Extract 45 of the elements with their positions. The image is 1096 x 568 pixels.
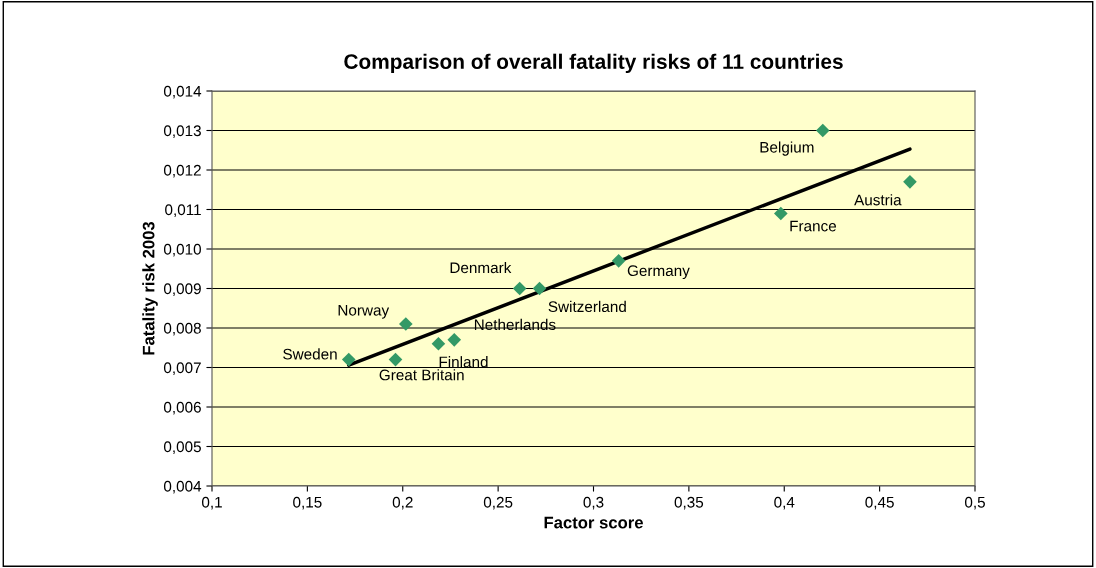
annotation: Austria bbox=[854, 194, 902, 206]
annotation: Denmark bbox=[450, 261, 512, 274]
point bbox=[388, 352, 403, 367]
y-tick-label: 0,011 bbox=[165, 204, 201, 217]
annotation: Netherlands bbox=[474, 318, 556, 331]
x-tick-label: 0,35 bbox=[674, 496, 704, 510]
y-tick-label: 0,009 bbox=[163, 283, 201, 296]
x-tick-label: 0,1 bbox=[201, 496, 222, 510]
point bbox=[341, 352, 356, 367]
point bbox=[774, 206, 788, 221]
x-tick-label: 0,45 bbox=[865, 496, 894, 510]
point bbox=[447, 333, 462, 347]
x-tick-label: 0,25 bbox=[483, 496, 513, 510]
point bbox=[431, 337, 446, 351]
y-tick-label: 0,008 bbox=[163, 322, 201, 336]
annotation: France bbox=[790, 220, 837, 232]
annotation: Great Britain bbox=[379, 369, 464, 381]
annotation: Switzerland bbox=[548, 300, 626, 313]
annotation: Norway bbox=[338, 304, 390, 319]
point bbox=[532, 281, 547, 296]
y-axis-title: Fatality risk 2003 bbox=[142, 221, 158, 355]
y-tick-label: 0,004 bbox=[163, 480, 202, 494]
y-tick-label: 0,012 bbox=[163, 164, 201, 178]
x-tick-label: 0,15 bbox=[293, 496, 322, 510]
y-tick-label: 0,013 bbox=[163, 125, 201, 138]
point bbox=[512, 281, 527, 296]
point bbox=[611, 254, 626, 268]
y-tick-label: 0,014 bbox=[163, 85, 202, 99]
y-tick-label: 0,006 bbox=[163, 401, 201, 415]
x-axis-title: Factor score bbox=[544, 516, 643, 529]
x-tick-label: 0,2 bbox=[392, 496, 413, 510]
chart-title: Comparison of overall fatality risks of 11 countries bbox=[344, 53, 843, 74]
point bbox=[399, 317, 413, 331]
x-tick-label: 0,5 bbox=[964, 496, 985, 510]
x-tick-label: 0,4 bbox=[774, 496, 795, 510]
y-tick-label: 0,005 bbox=[163, 441, 201, 454]
annotation: Finland bbox=[439, 356, 488, 368]
x-tick-label: 0,3 bbox=[583, 496, 604, 510]
annotation: Belgium bbox=[760, 141, 814, 156]
point bbox=[903, 175, 917, 189]
y-tick-label: 0,010 bbox=[163, 243, 201, 257]
annotation: Germany bbox=[627, 265, 690, 280]
annotation: Sweden bbox=[283, 348, 337, 360]
point bbox=[815, 123, 830, 138]
y-tick-label: 0,007 bbox=[163, 362, 201, 375]
